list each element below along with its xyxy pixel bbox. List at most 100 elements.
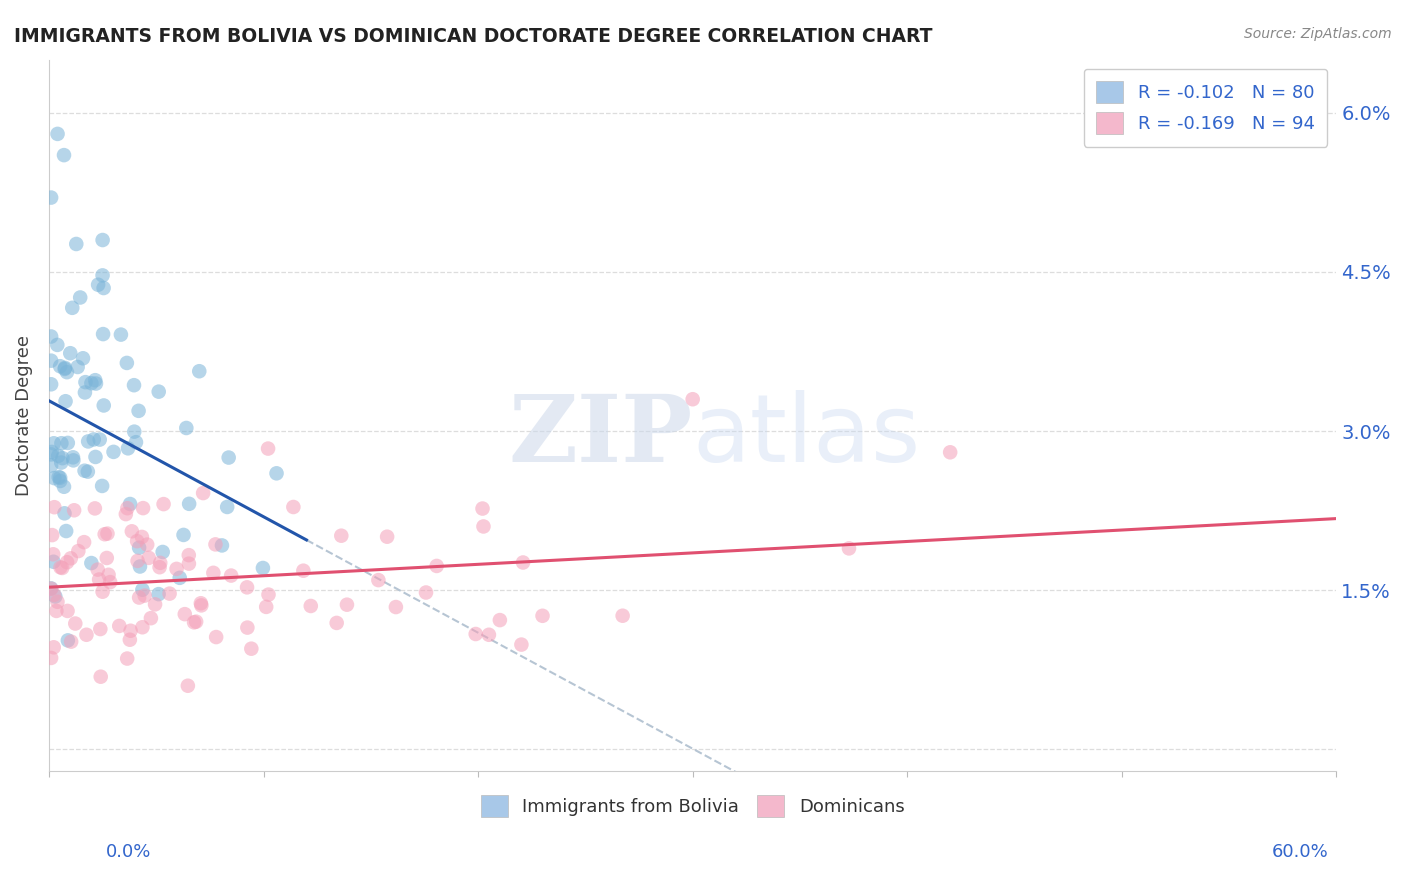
Point: [117, 501, 139, 516]
Point: [39, 651, 62, 665]
Point: [63, 503, 86, 517]
Point: [257, 442, 280, 456]
Point: [531, 608, 554, 623]
Point: [73, 535, 96, 549]
Text: atlas: atlas: [693, 391, 921, 483]
Point: [131, 530, 153, 544]
Point: [89, 433, 111, 447]
Point: [80, 376, 103, 391]
Point: [46, 449, 69, 463]
Point: [188, 364, 211, 378]
Point: [48, 470, 70, 484]
Point: [143, 598, 166, 612]
Point: [122, 378, 145, 392]
Point: [110, 327, 132, 342]
Point: [118, 632, 141, 647]
Point: [128, 404, 150, 418]
Point: [173, 528, 195, 542]
Point: [62, 450, 84, 465]
Point: [55, 394, 77, 409]
Point: [236, 580, 259, 594]
Point: [117, 442, 139, 456]
Point: [42, 436, 65, 450]
Point: [53, 148, 76, 162]
Point: [124, 425, 146, 439]
Point: [139, 611, 162, 625]
Point: [205, 630, 228, 644]
Point: [56, 365, 79, 379]
Point: [84, 450, 107, 464]
Point: [72, 351, 94, 366]
Point: [44, 500, 66, 515]
Point: [177, 557, 200, 571]
Point: [60, 634, 83, 648]
Point: [56, 436, 79, 450]
Point: [120, 497, 142, 511]
Point: [41, 528, 63, 542]
Point: [49, 471, 72, 485]
Point: [39, 458, 62, 473]
Point: [148, 384, 170, 399]
Point: [132, 501, 155, 516]
Y-axis label: Doctorate Degree: Doctorate Degree: [15, 334, 32, 496]
Point: [131, 582, 153, 597]
Point: [51, 436, 73, 450]
Point: [42, 640, 65, 655]
Point: [56, 604, 79, 618]
Point: [472, 519, 495, 533]
Point: [86, 563, 108, 577]
Point: [39, 329, 62, 343]
Point: [191, 486, 214, 500]
Point: [464, 627, 486, 641]
Point: [176, 421, 198, 435]
Point: [91, 233, 114, 247]
Point: [127, 534, 149, 549]
Point: [51, 561, 73, 575]
Point: [385, 600, 408, 615]
Point: [44, 590, 66, 604]
Point: [129, 559, 152, 574]
Point: [93, 399, 115, 413]
Point: [166, 562, 188, 576]
Point: [67, 544, 90, 558]
Legend: Immigrants from Bolivia, Dominicans: Immigrants from Bolivia, Dominicans: [472, 786, 914, 826]
Point: [325, 615, 347, 630]
Point: [90, 670, 112, 684]
Point: [415, 585, 437, 599]
Point: [173, 607, 195, 622]
Point: [103, 445, 125, 459]
Point: [202, 566, 225, 580]
Point: [367, 573, 389, 587]
Point: [299, 599, 322, 613]
Text: 60.0%: 60.0%: [1272, 843, 1329, 861]
Point: [125, 435, 148, 450]
Point: [49, 474, 72, 488]
Point: [211, 538, 233, 552]
Point: [59, 551, 82, 566]
Point: [128, 541, 150, 555]
Point: [169, 571, 191, 585]
Point: [682, 392, 704, 407]
Point: [219, 568, 242, 582]
Point: [73, 464, 96, 478]
Point: [128, 591, 150, 605]
Point: [87, 573, 110, 587]
Point: [39, 353, 62, 368]
Point: [60, 301, 83, 315]
Point: [330, 529, 353, 543]
Point: [75, 628, 97, 642]
Point: [84, 373, 107, 387]
Point: [115, 507, 138, 521]
Point: [179, 497, 201, 511]
Point: [108, 619, 131, 633]
Point: [42, 588, 65, 602]
Point: [218, 450, 240, 465]
Point: [97, 567, 120, 582]
Point: [44, 471, 66, 485]
Point: [91, 479, 114, 493]
Point: [152, 497, 174, 511]
Point: [42, 547, 65, 561]
Point: [46, 127, 69, 141]
Point: [134, 589, 156, 603]
Point: [80, 556, 103, 570]
